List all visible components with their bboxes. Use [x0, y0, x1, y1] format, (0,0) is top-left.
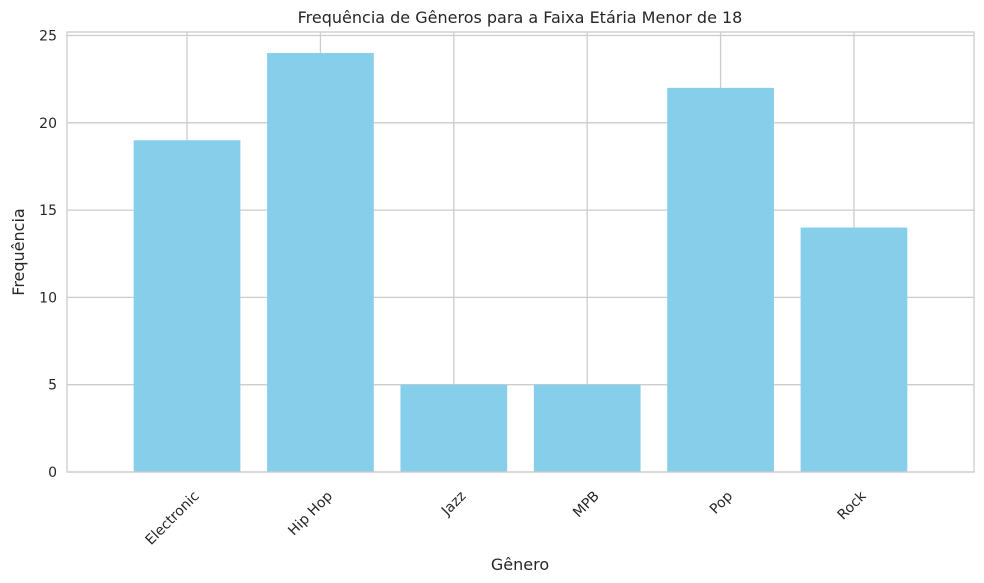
y-tick-label: 0: [48, 465, 57, 481]
x-tick-labels: Electronic Hip Hop Jazz MPB Pop Rock: [143, 488, 871, 549]
bar-mpb: [533, 384, 641, 472]
chart-title: Frequência de Gêneros para a Faixa Etári…: [298, 8, 743, 27]
bar-jazz: [400, 384, 508, 472]
bar-rock: [800, 227, 908, 472]
bars: [133, 52, 908, 472]
x-tick-label: Rock: [835, 488, 871, 524]
x-tick-label: Electronic: [143, 488, 203, 548]
y-tick-label: 15: [39, 203, 57, 219]
y-tick-label: 10: [39, 290, 57, 306]
x-tick-label: Pop: [707, 488, 736, 517]
y-tick-label: 25: [39, 28, 57, 44]
x-tick-label: Jazz: [438, 488, 469, 519]
y-tick-labels: 0 5 10 15 20 25: [39, 28, 57, 481]
y-tick-label: 20: [39, 116, 57, 132]
y-axis-label: Frequência: [9, 208, 28, 295]
x-axis-label: Gênero: [491, 555, 549, 574]
y-tick-label: 5: [48, 378, 57, 394]
bar-electronic: [133, 140, 241, 472]
x-tick-label: MPB: [570, 488, 603, 521]
plot-frame: [66, 31, 975, 473]
bar-pop: [667, 87, 774, 472]
bar-hip-hop: [267, 52, 374, 472]
x-tick-label: Hip Hop: [285, 488, 336, 539]
